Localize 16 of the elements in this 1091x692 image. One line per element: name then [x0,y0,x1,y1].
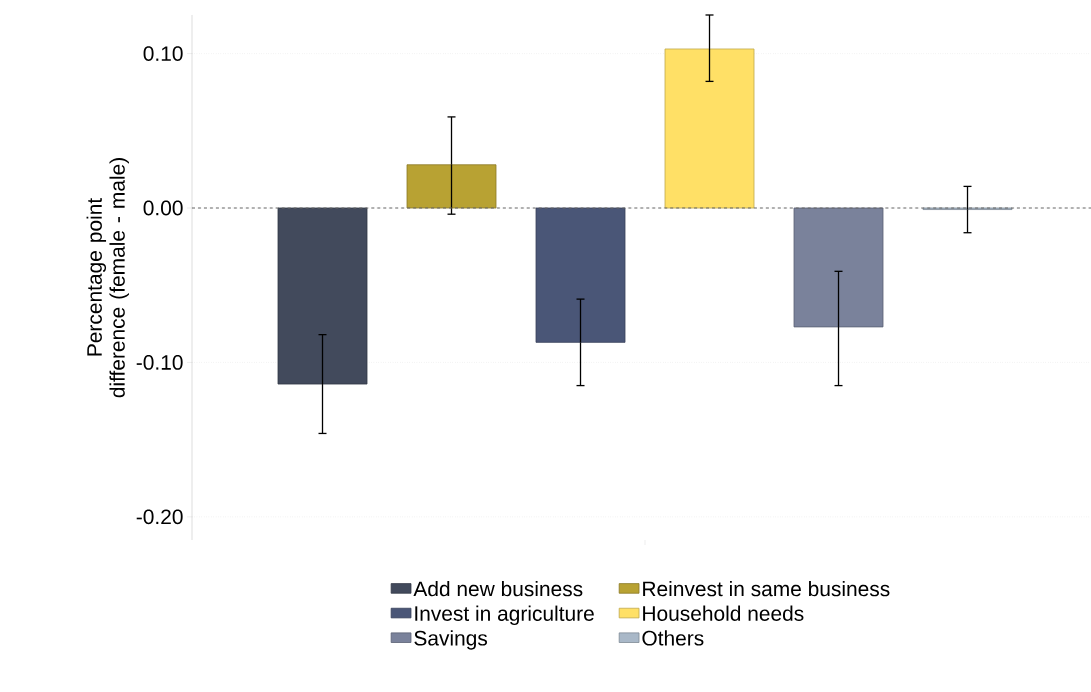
legend-label: Savings [414,630,488,650]
bar [535,207,626,343]
legend-label: Reinvest in same business [643,580,890,597]
y-tick-label: -0.20 [136,509,183,525]
bar [664,48,755,209]
y-tick-label: 0.00 [143,200,183,216]
bar [406,164,497,209]
bar [793,207,884,328]
bar [277,207,368,385]
legend-label: Add new business [413,580,583,597]
y-axis-title: Percentage point difference (female - male) [86,158,129,398]
y-tick-label: -0.10 [136,355,183,370]
legend-label: Household needs [643,605,804,621]
legend-label: Others [642,630,704,646]
y-tick-label: 0.10 [143,46,183,62]
legend-label: Invest in agriculture [415,605,594,626]
